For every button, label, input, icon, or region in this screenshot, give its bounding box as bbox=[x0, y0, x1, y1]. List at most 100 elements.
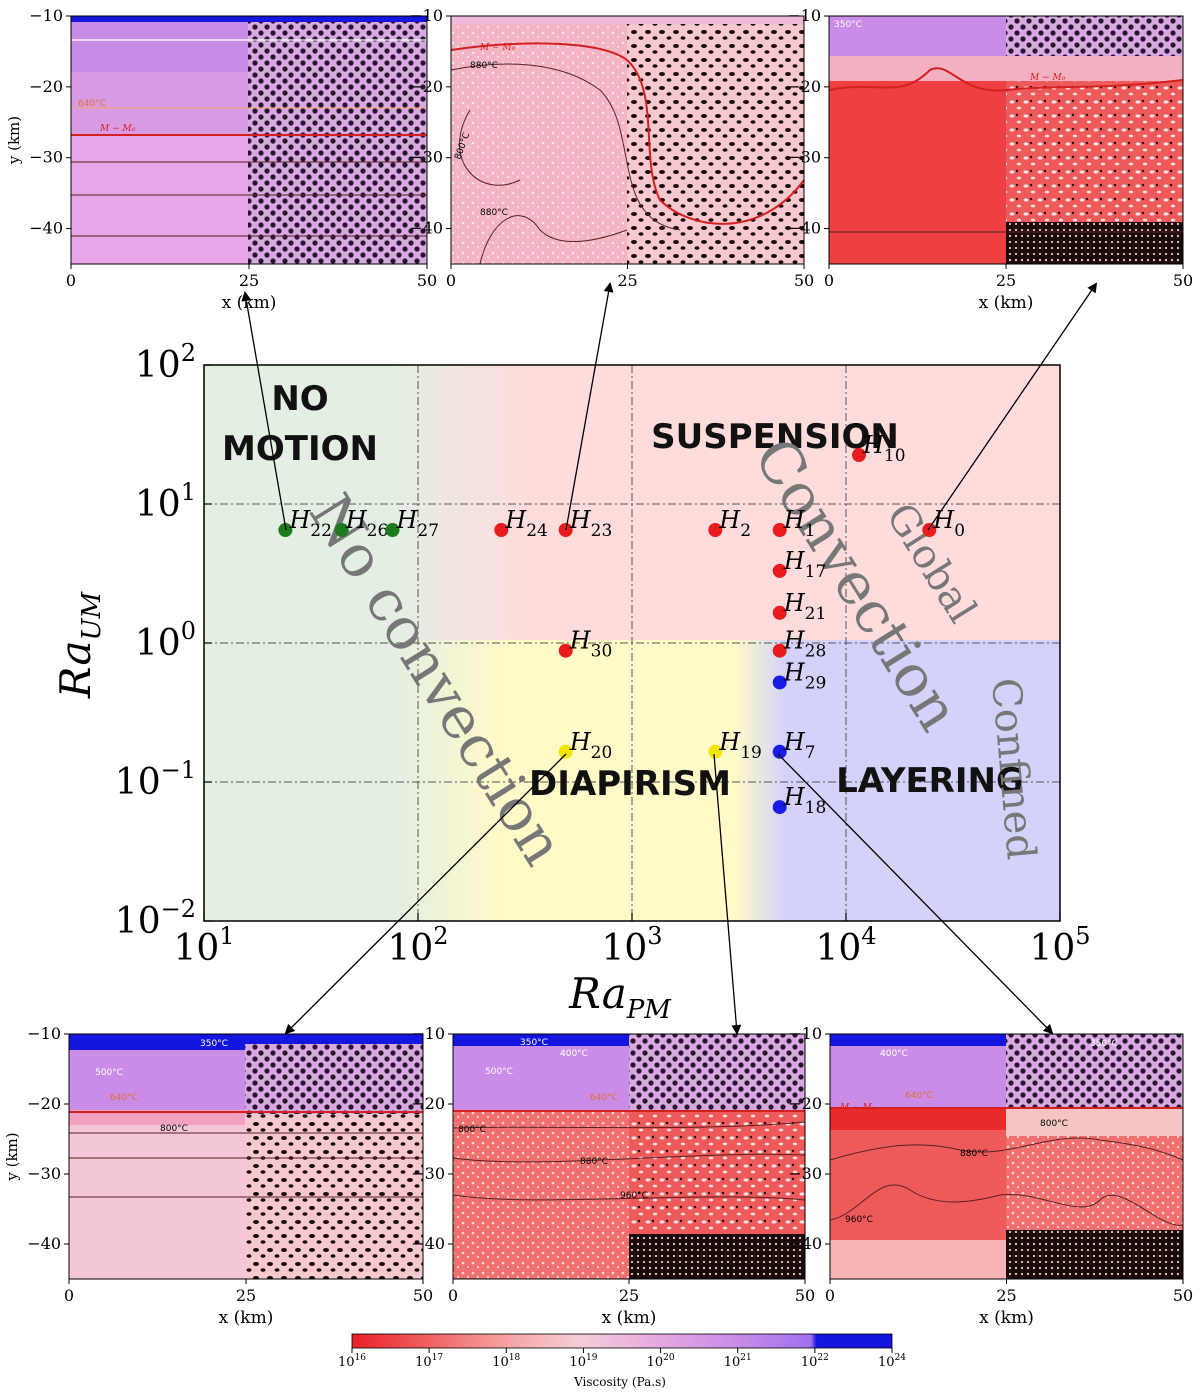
point-label-h27: H27 bbox=[395, 506, 439, 541]
panel-bm-isotherm-4: 640°C bbox=[590, 1093, 618, 1103]
y-tick-label: 10−1 bbox=[115, 756, 196, 803]
colorbar-tick-label: 1017 bbox=[415, 1353, 443, 1370]
panel-bl-isotherm-2: 500°C bbox=[95, 1068, 123, 1078]
panel-axes: 0 25 50 x (km) −10 −20 −30 −40 y (km) 0 25 50 −10 −20… bbox=[3, 6, 1193, 1328]
panel-br-isotherm-2: 350°C bbox=[1090, 1039, 1118, 1049]
point-label-h7: H7 bbox=[783, 728, 816, 763]
data-point-h18 bbox=[772, 800, 787, 815]
panel-bm-isotherm-6: 880°C bbox=[580, 1157, 608, 1167]
panel-y-tick-label: −10 bbox=[787, 6, 821, 25]
panel-x-tick-label: 50 bbox=[795, 1286, 815, 1305]
point-label-h21: H21 bbox=[783, 589, 827, 624]
point-label-h26: H26 bbox=[345, 506, 389, 541]
panel-br-melt: M − M₀ bbox=[839, 1103, 876, 1113]
colorbar-ticks: 1016 1017 1018 1019 1020 1021 1022 1024 bbox=[338, 1348, 906, 1370]
panel-y-tick-label: −30 bbox=[787, 148, 821, 167]
colorbar-tick-label: 1016 bbox=[338, 1353, 366, 1370]
panel-tm-melt: M − M₀ bbox=[479, 43, 516, 53]
panel-x-axis-label: x (km) bbox=[602, 1308, 657, 1328]
data-point-h19 bbox=[708, 744, 723, 759]
data-point-h0 bbox=[922, 523, 937, 538]
panel-y-axis-label: y (km) bbox=[5, 116, 23, 165]
data-point-h10 bbox=[851, 448, 866, 463]
panel-y-tick-label: −30 bbox=[788, 1164, 822, 1183]
data-point-h30 bbox=[558, 643, 573, 658]
panel-x-tick-label: 25 bbox=[619, 1286, 639, 1305]
panel-y-tick-label: −20 bbox=[409, 77, 443, 96]
panel-bl-isotherm-1: 350°C bbox=[200, 1039, 228, 1049]
panel-y-tick-label: −30 bbox=[409, 148, 443, 167]
grid-lines bbox=[204, 365, 1060, 921]
panel-x-tick-label: 25 bbox=[239, 271, 259, 290]
region-label-diapirism: DIAPIRISM bbox=[529, 764, 731, 804]
point-label-h18: H18 bbox=[783, 783, 827, 818]
panel-y-tick-label: −10 bbox=[409, 6, 443, 25]
panel-x-axis-label: x (km) bbox=[222, 293, 277, 313]
colorbar-tick-label: 1024 bbox=[878, 1353, 906, 1370]
colorbar-tick-label: 1020 bbox=[647, 1353, 675, 1370]
arrow-h0 bbox=[927, 282, 1098, 531]
region-label-no: NO bbox=[271, 379, 328, 419]
point-label-h20: H20 bbox=[569, 728, 613, 763]
y-axis-label: RaUM bbox=[51, 591, 107, 700]
colorbar-tick-label: 1018 bbox=[492, 1353, 520, 1370]
arrow-h19 bbox=[713, 753, 742, 1035]
panel-x-tick-label: 50 bbox=[794, 271, 814, 290]
panel-y-axis-label: y (km) bbox=[3, 1132, 21, 1181]
data-point-h21 bbox=[772, 605, 787, 620]
point-label-h22: H22 bbox=[288, 506, 332, 541]
panel-y-tick-label: −30 bbox=[411, 1164, 445, 1183]
data-point-h27 bbox=[385, 523, 400, 538]
panel-br-isotherm-4: 800°C bbox=[1040, 1119, 1068, 1129]
data-point-h24 bbox=[494, 523, 509, 538]
point-label-h0: H0 bbox=[932, 506, 965, 541]
connector-arrows bbox=[241, 282, 1098, 1035]
region-label-motion: MOTION bbox=[222, 429, 378, 469]
point-label-h24: H24 bbox=[504, 506, 548, 541]
point-label-h19: H19 bbox=[718, 728, 762, 763]
panel-y-tick-label: −10 bbox=[411, 1024, 445, 1043]
panel-tr-isotherm: 350°C bbox=[834, 20, 862, 30]
panel-bm-isotherm-5: 800°C bbox=[458, 1125, 486, 1135]
data-point-h7 bbox=[772, 744, 787, 759]
colorbar: 1016 1017 1018 1019 1020 1021 1022 1024 Viscosi… bbox=[338, 1333, 906, 1389]
colorbar-tick-label: 1022 bbox=[801, 1353, 829, 1370]
panel-x-axis-label: x (km) bbox=[979, 293, 1034, 313]
arrow-h22 bbox=[241, 291, 287, 531]
panel-x-tick-label: 0 bbox=[64, 1286, 74, 1305]
panel-y-tick-label: −20 bbox=[27, 1094, 61, 1113]
y-tick-label: 102 bbox=[135, 339, 196, 386]
panel-tl-melt: M − M₀ bbox=[99, 124, 136, 134]
panel-bm-isotherm-7: 960°C bbox=[620, 1191, 648, 1201]
point-label-h17: H17 bbox=[783, 547, 827, 582]
point-label-h29: H29 bbox=[783, 658, 827, 693]
panel-y-tick-label: −40 bbox=[788, 1234, 822, 1253]
panel-y-tick-label: −10 bbox=[27, 1024, 61, 1043]
panel-bottom-mid: 350°C 400°C 500°C 640°C 800°C 880°C 960°… bbox=[452, 1033, 806, 1280]
panel-y-tick-label: −20 bbox=[788, 1094, 822, 1113]
arrow-h23 bbox=[565, 282, 614, 531]
data-point-h17 bbox=[772, 563, 787, 578]
point-label-h10: H10 bbox=[862, 431, 906, 466]
panel-top-right: 350°C M − M₀ bbox=[828, 15, 1184, 265]
panel-bm-isotherm-2: 400°C bbox=[560, 1049, 588, 1059]
panel-br-isotherm-3: 640°C bbox=[905, 1091, 933, 1101]
panel-x-tick-label: 25 bbox=[996, 271, 1016, 290]
panel-y-tick-label: −10 bbox=[29, 6, 63, 25]
point-label-h23: H23 bbox=[569, 506, 613, 541]
data-point-h23 bbox=[558, 523, 573, 538]
panel-br-isotherm-6: 960°C bbox=[845, 1215, 873, 1225]
y-tick-label: 10−2 bbox=[115, 895, 196, 942]
region-label-layering: LAYERING bbox=[836, 761, 1024, 801]
panel-x-tick-label: 0 bbox=[446, 271, 456, 290]
panel-bl-isotherm-3: 640°C bbox=[110, 1093, 138, 1103]
colorbar-label: Viscosity (Pa.s) bbox=[573, 1375, 666, 1389]
colorbar-tick-label: 1021 bbox=[724, 1353, 752, 1370]
panel-x-tick-label: 50 bbox=[1173, 271, 1193, 290]
panel-y-tick-label: −20 bbox=[29, 77, 63, 96]
panel-x-tick-label: 25 bbox=[996, 1286, 1016, 1305]
panel-tr-melt: M − M₀ bbox=[1029, 73, 1066, 83]
panel-x-tick-label: 0 bbox=[66, 271, 76, 290]
